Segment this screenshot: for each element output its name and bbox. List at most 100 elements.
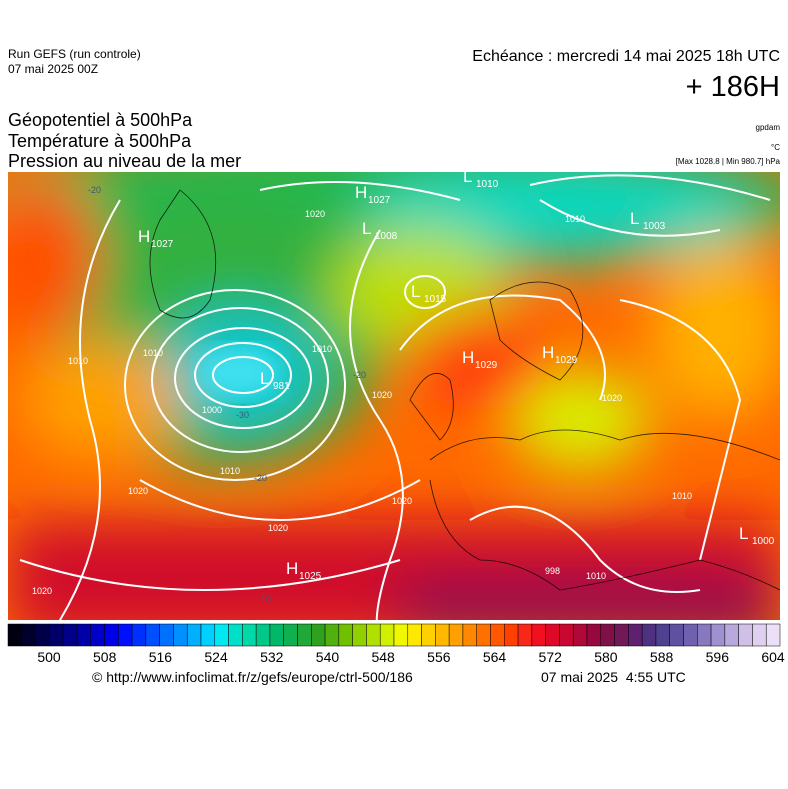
colorbar-label: 580 xyxy=(594,649,618,665)
pressure-value: 1003 xyxy=(643,221,666,232)
colorbar-swatch xyxy=(104,623,119,647)
pressure-value: 1015 xyxy=(424,294,447,305)
colorbar-swatch xyxy=(421,623,436,647)
colorbar-swatch xyxy=(724,623,739,647)
colorbar-label: 516 xyxy=(149,649,173,665)
colorbar-swatch xyxy=(490,623,505,647)
pressure-letter: L xyxy=(260,369,269,388)
run-label: Run GEFS (run controle) xyxy=(8,47,141,61)
isobar-label: 1020 xyxy=(128,486,148,496)
isobar-label: 1010 xyxy=(565,214,585,224)
colorbar-swatch xyxy=(311,623,326,647)
isobar-label: 1010 xyxy=(312,344,332,354)
colorbar-swatch xyxy=(76,623,91,647)
colorbar-label: 604 xyxy=(761,649,785,665)
isobar-label: 1020 xyxy=(305,209,325,219)
pressure-letter: H xyxy=(542,343,554,362)
isobar-label: 1010 xyxy=(672,491,692,501)
colorbar-swatch xyxy=(614,623,629,647)
unit-label: °C xyxy=(771,143,780,152)
temperature-label: -20 xyxy=(88,185,101,195)
colorbar-label: 500 xyxy=(37,649,61,665)
pressure-value: 1029 xyxy=(475,360,498,371)
colorbar-swatch xyxy=(366,623,381,647)
colorbar-swatch xyxy=(255,623,271,647)
colorbar-swatch xyxy=(214,623,229,647)
colorbar-label: 588 xyxy=(650,649,674,665)
colorbar-swatch xyxy=(352,623,367,647)
colorbar-swatch xyxy=(200,623,216,647)
temperature-label: -20 xyxy=(353,370,366,380)
colorbar-swatch xyxy=(269,623,284,647)
colorbar-swatch xyxy=(628,623,643,647)
pressure-letter: L xyxy=(411,282,420,301)
colorbar-swatch xyxy=(559,623,574,647)
colorbar-swatch xyxy=(90,623,105,647)
echeance: Echéance : mercredi 14 mai 2025 18h UTC xyxy=(472,48,780,65)
temperature-label: -20 xyxy=(254,473,267,483)
colorbar-label: 524 xyxy=(204,649,228,665)
colorbar-swatch xyxy=(669,623,684,647)
pressure-value: 1025 xyxy=(299,571,322,582)
pressure-letter: L xyxy=(463,167,472,186)
colorbar-swatch xyxy=(242,623,257,647)
field-label: Pression au niveau de la mer xyxy=(8,151,241,171)
colorbar-swatch xyxy=(379,623,395,647)
pressure-letter: H xyxy=(286,559,298,578)
footer-url: © http://www.infoclimat.fr/z/gefs/europe… xyxy=(92,669,413,685)
colorbar-swatch xyxy=(531,623,546,647)
run-date: 07 mai 2025 00Z xyxy=(8,62,98,76)
colorbar-swatch xyxy=(641,623,657,647)
colorbar-swatch xyxy=(586,623,602,647)
colorbar-swatch xyxy=(697,623,712,647)
colorbar-swatch xyxy=(655,623,670,647)
colorbar-label: 508 xyxy=(93,649,117,665)
colorbar-swatch xyxy=(600,623,615,647)
unit-label: gpdam xyxy=(756,123,781,132)
pressure-value: 1010 xyxy=(476,179,499,190)
isobar-label: 1020 xyxy=(268,523,288,533)
colorbar-swatch xyxy=(504,623,519,647)
colorbar-swatch xyxy=(35,623,50,647)
isobar-label: 1020 xyxy=(602,393,622,403)
colorbar-swatch xyxy=(765,623,781,647)
colorbar-swatch xyxy=(476,623,491,647)
field-label: Géopotentiel à 500hPa xyxy=(8,110,193,130)
colorbar-swatch xyxy=(228,623,243,647)
colorbar-swatch xyxy=(683,623,698,647)
colorbar-label: 596 xyxy=(706,649,730,665)
colorbar-label: 572 xyxy=(539,649,563,665)
colorbar-swatch xyxy=(283,623,298,647)
colorbar-swatch xyxy=(324,623,340,647)
pressure-value: 1029 xyxy=(555,355,578,366)
colorbar-label: 548 xyxy=(371,649,395,665)
isobar-label: 1010 xyxy=(586,571,606,581)
isobar-label: 1010 xyxy=(220,466,240,476)
pressure-value: 981 xyxy=(273,381,290,392)
temperature-label: -10 xyxy=(258,594,271,604)
colorbar-swatch xyxy=(407,623,422,647)
colorbar-swatch xyxy=(435,623,450,647)
colorbar-swatch xyxy=(297,623,312,647)
lead-time: + 186H xyxy=(686,71,780,103)
map-field xyxy=(8,172,780,620)
isobar-label: 1020 xyxy=(392,496,412,506)
colorbar-label: 556 xyxy=(427,649,451,665)
colorbar-swatch xyxy=(738,623,753,647)
pressure-value: 1027 xyxy=(368,195,391,206)
colorbar-swatch xyxy=(49,623,64,647)
field-label: Température à 500hPa xyxy=(8,131,192,151)
isobar-label: 1010 xyxy=(143,348,163,358)
colorbar-swatch xyxy=(462,623,477,647)
pressure-value: 1027 xyxy=(151,239,174,250)
isobar-label: 1020 xyxy=(372,390,392,400)
pressure-letter: L xyxy=(739,524,748,543)
pressure-value: 1008 xyxy=(375,231,398,242)
pressure-letter: L xyxy=(362,219,371,238)
unit-label: [Max 1028.8 | Min 980.7] hPa xyxy=(676,157,781,166)
colorbar-swatch xyxy=(710,623,726,647)
isobar-label: 1000 xyxy=(202,405,222,415)
colorbar-swatch xyxy=(545,623,560,647)
